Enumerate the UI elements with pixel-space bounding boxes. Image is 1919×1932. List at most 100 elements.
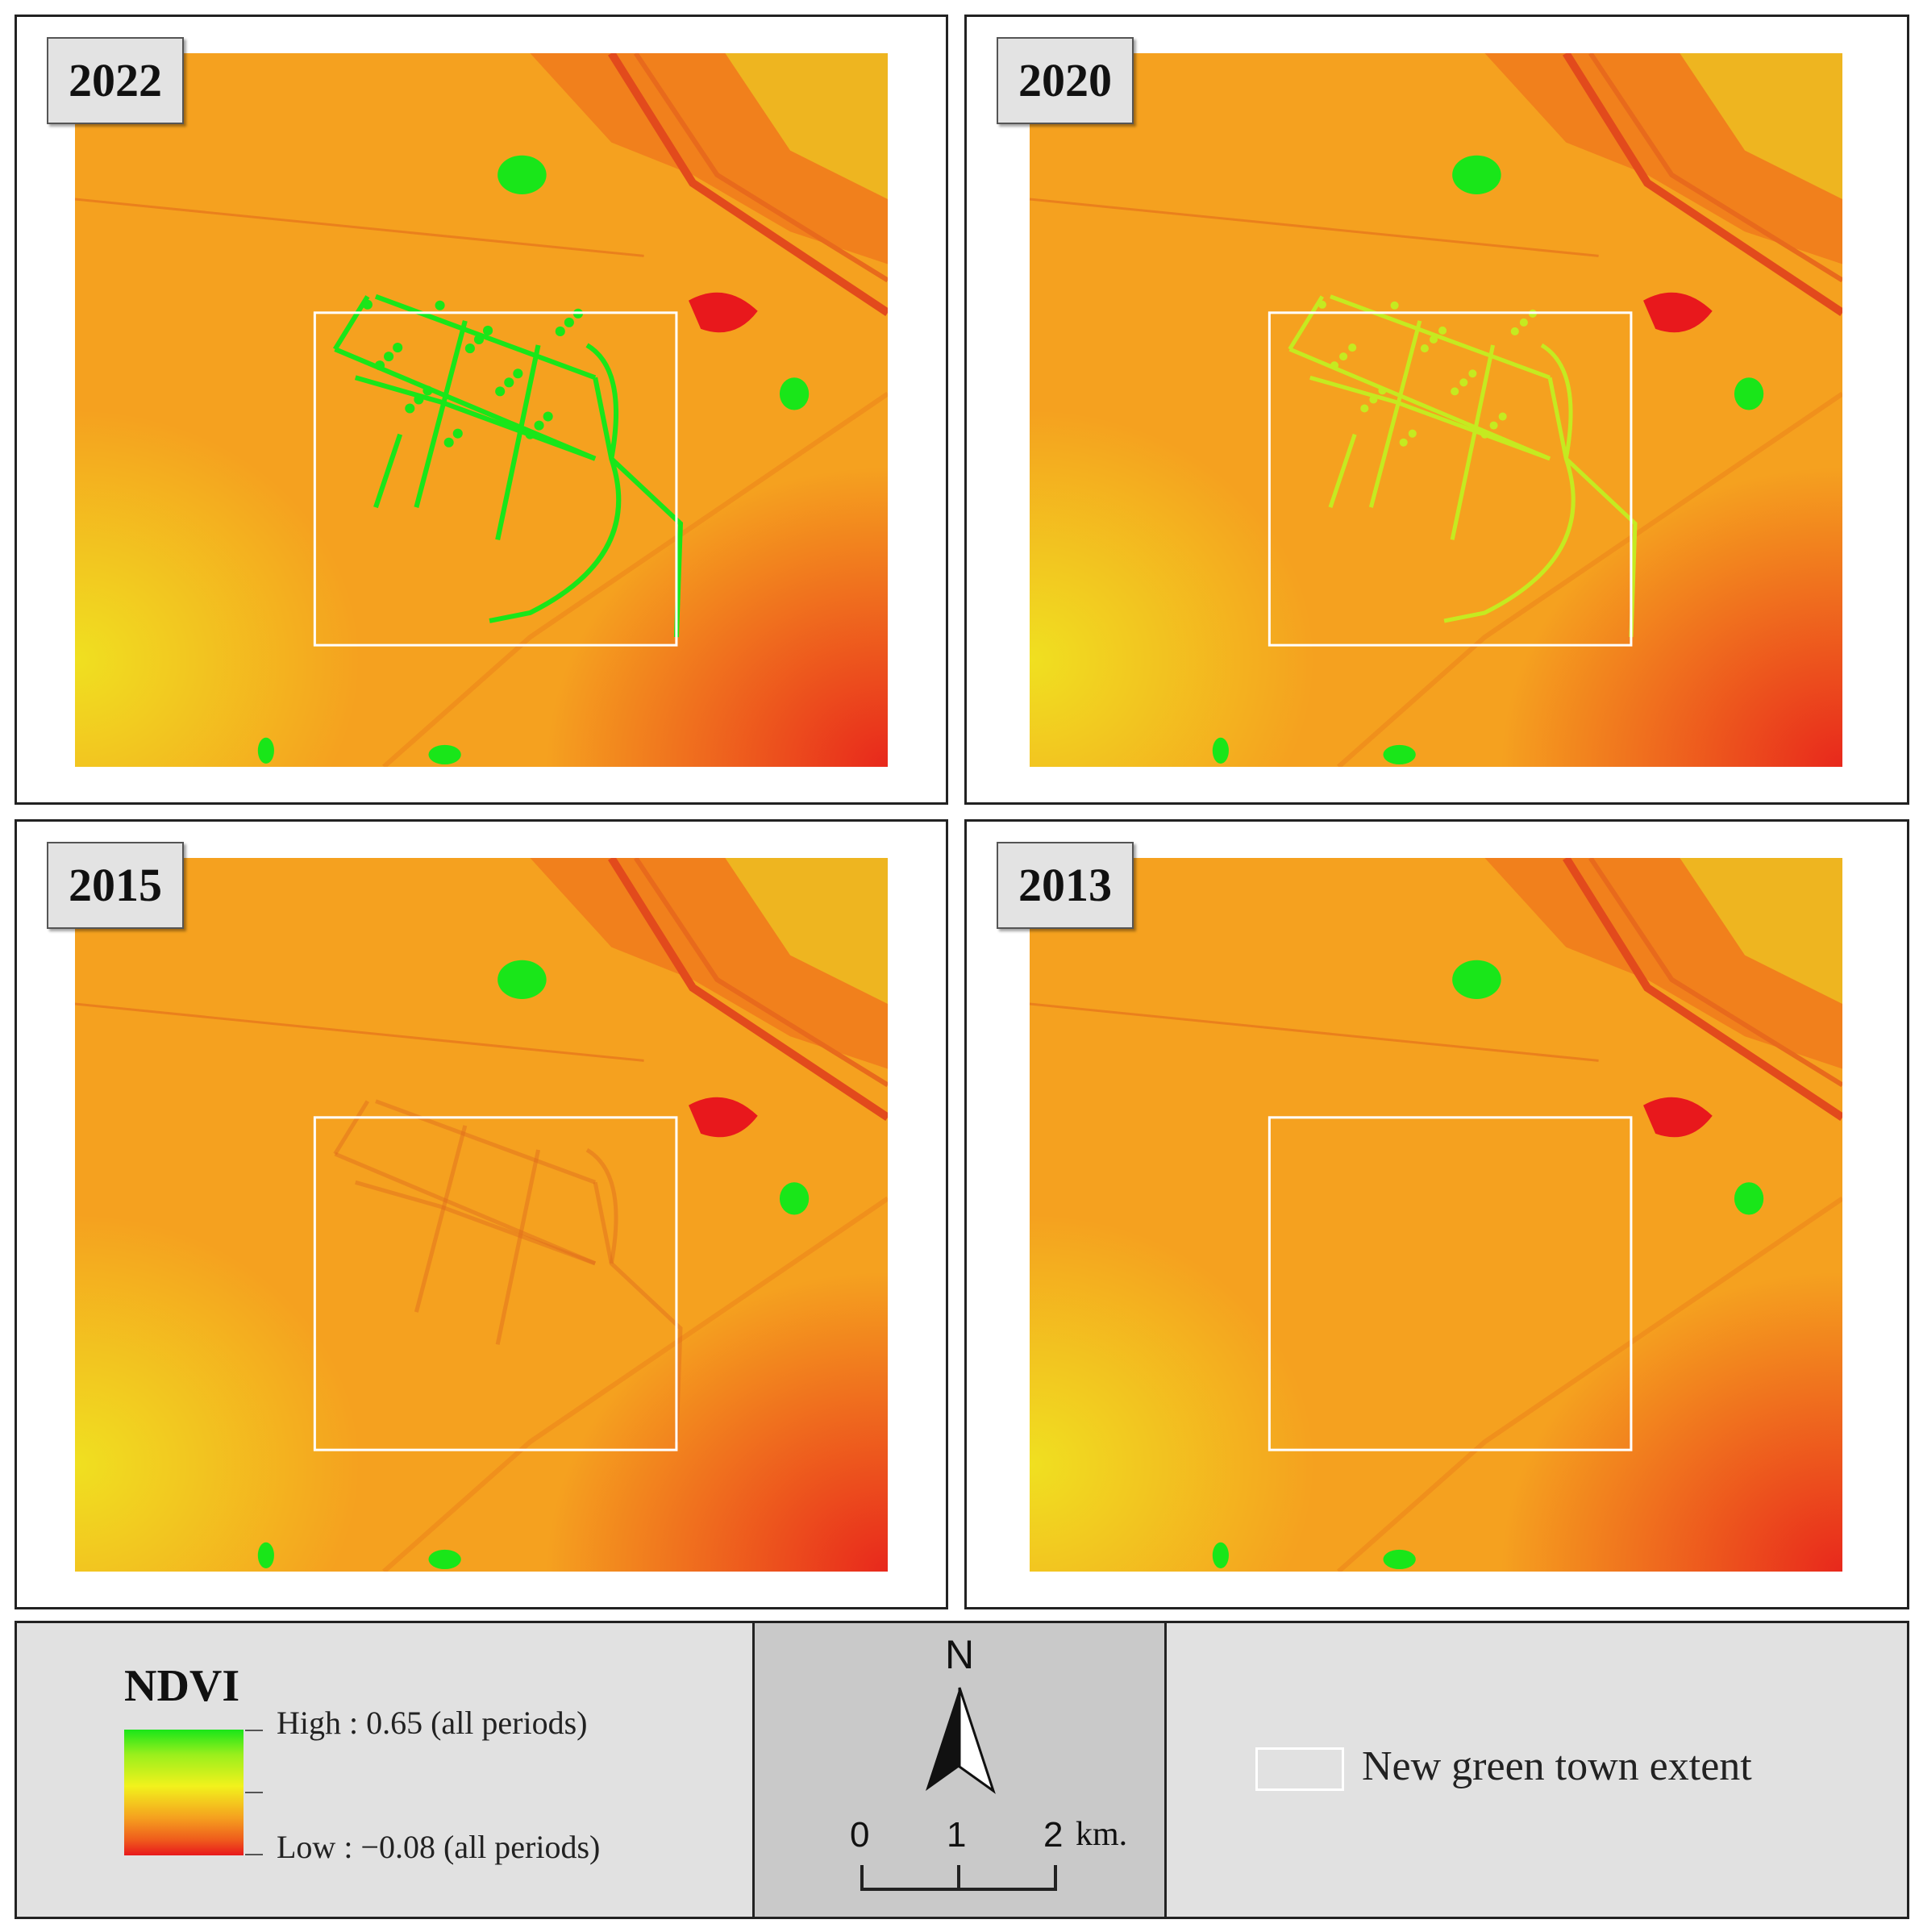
town-road [1547, 377, 1638, 638]
year-label: 2013 [997, 842, 1134, 929]
town-road [334, 1151, 597, 1266]
town-vegetation [1369, 395, 1378, 404]
town-vegetation [1519, 318, 1528, 327]
highway [1588, 53, 1842, 283]
extent-label: New green town extent [1362, 1743, 1752, 1789]
highway [1588, 858, 1842, 1088]
extent-swatch [1255, 1747, 1344, 1791]
town-road [375, 1099, 596, 1185]
north-arrow-scalebar: N 0 1 2 km. [752, 1621, 1167, 1919]
road [382, 391, 888, 767]
urban-vegetation-area [1680, 53, 1842, 200]
vegetation-patch [779, 1182, 810, 1215]
north-arrow-icon [926, 1688, 960, 1791]
vegetation-patch [779, 377, 810, 410]
town-road [414, 1125, 468, 1313]
town-vegetation [384, 352, 394, 362]
vegetation-patch [428, 744, 461, 764]
urban-vegetation-area [725, 53, 888, 200]
town-vegetation [513, 368, 523, 379]
vegetation-patch [497, 155, 547, 194]
town-vegetation [543, 411, 553, 422]
town-road [593, 377, 684, 638]
legend-low-label: Low : −0.08 (all periods) [277, 1829, 601, 1865]
highway [634, 858, 888, 1088]
town-vegetation [495, 386, 506, 397]
town-vegetation [534, 420, 544, 431]
town-road [1450, 344, 1496, 540]
new-green-town-extent [1268, 311, 1633, 647]
road [75, 198, 644, 257]
town-vegetation [423, 385, 433, 396]
year-label: 2022 [47, 37, 184, 124]
town-road [1540, 343, 1573, 460]
town-road [354, 375, 597, 461]
ndvi-map [75, 858, 888, 1572]
red-water-body [1643, 1097, 1713, 1138]
road [75, 1002, 644, 1062]
town-vegetation [1360, 404, 1369, 413]
highway [608, 858, 888, 1122]
town-road [1309, 375, 1551, 461]
town-vegetation [1408, 429, 1417, 438]
ndvi-map [75, 53, 888, 767]
town-road [585, 1147, 618, 1264]
year-label: 2020 [997, 37, 1134, 124]
new-green-town-extent [1268, 1116, 1633, 1451]
red-water-body [689, 1097, 758, 1138]
red-water-body [1643, 292, 1713, 333]
north-arrow-graphic [860, 1687, 1057, 1891]
new-green-town-extent [313, 311, 678, 647]
vegetation-patch [257, 737, 274, 764]
road [1337, 391, 1842, 767]
vegetation-patch [1452, 960, 1501, 999]
town-vegetation [1468, 369, 1477, 378]
town-road [1443, 458, 1576, 623]
town-vegetation [435, 300, 445, 310]
new-green-town-extent [313, 1116, 678, 1451]
color-ramp [124, 1730, 244, 1855]
vegetation-patch [1734, 1182, 1764, 1215]
road [1030, 198, 1599, 257]
map-panel-4: 2013 [964, 819, 1909, 1609]
town-road [593, 1181, 683, 1443]
scalebar-label-2: 2 [1043, 1815, 1064, 1855]
town-vegetation [473, 334, 485, 345]
town-road [495, 344, 541, 541]
vegetation-patch [497, 960, 547, 999]
town-vegetation [405, 403, 415, 414]
urban-vegetation-area [725, 858, 888, 1005]
ramp-tick-mid [245, 1792, 263, 1793]
vegetation-patch [1734, 377, 1764, 410]
town-vegetation [525, 429, 535, 439]
scalebar-unit: km. [1076, 1816, 1128, 1853]
ndvi-map [1030, 858, 1842, 1572]
town-vegetation [1451, 387, 1459, 396]
year-label: 2015 [47, 842, 184, 929]
map-panel-1: 2022 [15, 15, 948, 805]
town-vegetation [1510, 327, 1519, 335]
town-vegetation [1438, 326, 1447, 335]
vegetation-patch [1383, 1549, 1416, 1569]
town-vegetation [555, 326, 565, 336]
town-vegetation [1390, 301, 1399, 310]
extent-legend: New green town extent [1164, 1621, 1909, 1919]
town-road [373, 433, 403, 509]
vegetation-patch [257, 1542, 274, 1568]
town-vegetation [1330, 361, 1339, 370]
highway [634, 53, 888, 283]
map-panel-2: 2020 [964, 15, 1909, 805]
town-vegetation [1348, 344, 1357, 352]
ndvi-legend: NDVI High : 0.65 (all periods) Low : −0.… [15, 1621, 755, 1919]
legend-title: NDVI [124, 1661, 240, 1711]
town-road [414, 320, 468, 508]
highway [1563, 53, 1842, 317]
ndvi-map [1030, 53, 1842, 767]
town-vegetation [1399, 438, 1408, 447]
town-road [1328, 433, 1357, 508]
highway [1563, 858, 1842, 1122]
town-road [332, 295, 370, 351]
town-vegetation [1480, 430, 1489, 439]
town-vegetation [564, 317, 574, 327]
highway [608, 53, 888, 317]
